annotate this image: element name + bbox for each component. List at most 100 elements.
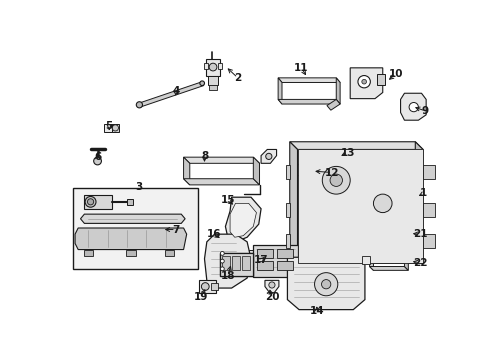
Polygon shape <box>336 78 340 104</box>
Bar <box>211 283 217 289</box>
Polygon shape <box>295 160 311 176</box>
Bar <box>285 203 289 217</box>
Text: 21: 21 <box>412 229 427 239</box>
Circle shape <box>373 194 391 213</box>
Circle shape <box>265 153 271 159</box>
Circle shape <box>268 282 274 288</box>
Polygon shape <box>204 234 250 288</box>
Bar <box>422 234 434 248</box>
Text: 11: 11 <box>293 63 308 73</box>
Bar <box>205 59 220 76</box>
Text: 5: 5 <box>105 121 113 131</box>
Circle shape <box>329 174 342 186</box>
Text: 7: 7 <box>172 225 179 235</box>
Circle shape <box>85 197 96 207</box>
Circle shape <box>321 280 330 289</box>
Circle shape <box>408 103 418 112</box>
Text: 9: 9 <box>421 106 428 116</box>
Polygon shape <box>138 82 203 107</box>
Text: 14: 14 <box>309 306 324 316</box>
Polygon shape <box>261 149 276 163</box>
Bar <box>285 234 289 248</box>
Bar <box>232 256 240 270</box>
Bar <box>422 203 434 217</box>
Bar <box>221 249 254 273</box>
Text: 17: 17 <box>253 255 268 265</box>
Text: 16: 16 <box>206 229 221 239</box>
Bar <box>285 165 289 179</box>
Bar <box>257 261 272 270</box>
Polygon shape <box>414 142 422 264</box>
Polygon shape <box>264 280 278 293</box>
Bar <box>422 165 434 179</box>
Bar <box>199 280 216 293</box>
Polygon shape <box>369 224 373 246</box>
Polygon shape <box>289 142 422 149</box>
Bar <box>220 253 252 276</box>
Circle shape <box>209 63 217 71</box>
Polygon shape <box>289 256 422 264</box>
Bar <box>277 249 292 258</box>
Circle shape <box>112 125 118 131</box>
Circle shape <box>220 267 224 271</box>
Polygon shape <box>253 157 259 185</box>
Polygon shape <box>278 78 282 104</box>
Bar <box>103 124 111 132</box>
Polygon shape <box>369 253 373 270</box>
Bar <box>277 261 292 270</box>
Text: 10: 10 <box>388 69 402 79</box>
Circle shape <box>200 81 204 86</box>
Bar <box>111 124 119 132</box>
Text: 12: 12 <box>325 167 339 177</box>
Text: 8: 8 <box>201 152 208 161</box>
Bar <box>220 253 252 276</box>
Polygon shape <box>404 253 407 270</box>
Bar <box>257 249 272 258</box>
Circle shape <box>201 283 209 291</box>
Bar <box>209 85 217 90</box>
Polygon shape <box>289 142 297 264</box>
Bar <box>253 245 298 277</box>
Polygon shape <box>230 203 256 237</box>
Text: 3: 3 <box>135 182 142 192</box>
Text: 13: 13 <box>340 148 354 158</box>
Circle shape <box>322 166 349 194</box>
Circle shape <box>220 259 224 263</box>
Bar <box>222 256 230 270</box>
Text: 18: 18 <box>220 271 235 281</box>
Bar <box>361 256 369 264</box>
Bar <box>84 195 111 209</box>
Circle shape <box>87 199 94 205</box>
Bar <box>126 249 135 256</box>
Text: 15: 15 <box>220 195 235 205</box>
Text: 1: 1 <box>419 188 427 198</box>
Text: 2: 2 <box>234 73 241 83</box>
Polygon shape <box>400 93 425 120</box>
Polygon shape <box>183 157 189 185</box>
Polygon shape <box>81 214 185 223</box>
Circle shape <box>220 252 224 255</box>
Bar <box>164 249 174 256</box>
Polygon shape <box>369 253 407 256</box>
Circle shape <box>136 102 142 108</box>
Bar <box>83 249 93 256</box>
Circle shape <box>361 80 366 84</box>
Polygon shape <box>278 99 340 104</box>
Polygon shape <box>183 157 259 163</box>
Polygon shape <box>183 179 259 185</box>
Circle shape <box>94 157 101 165</box>
Polygon shape <box>287 257 364 310</box>
Text: 19: 19 <box>193 292 207 302</box>
Bar <box>207 76 218 85</box>
Text: 6: 6 <box>94 152 101 162</box>
Polygon shape <box>349 68 382 99</box>
Bar <box>73 188 198 269</box>
Circle shape <box>357 76 369 88</box>
Text: 20: 20 <box>264 292 279 302</box>
Polygon shape <box>369 241 414 246</box>
Polygon shape <box>326 99 340 110</box>
Bar <box>127 199 133 205</box>
Polygon shape <box>369 266 407 270</box>
Text: 4: 4 <box>172 86 179 96</box>
Circle shape <box>314 273 337 296</box>
